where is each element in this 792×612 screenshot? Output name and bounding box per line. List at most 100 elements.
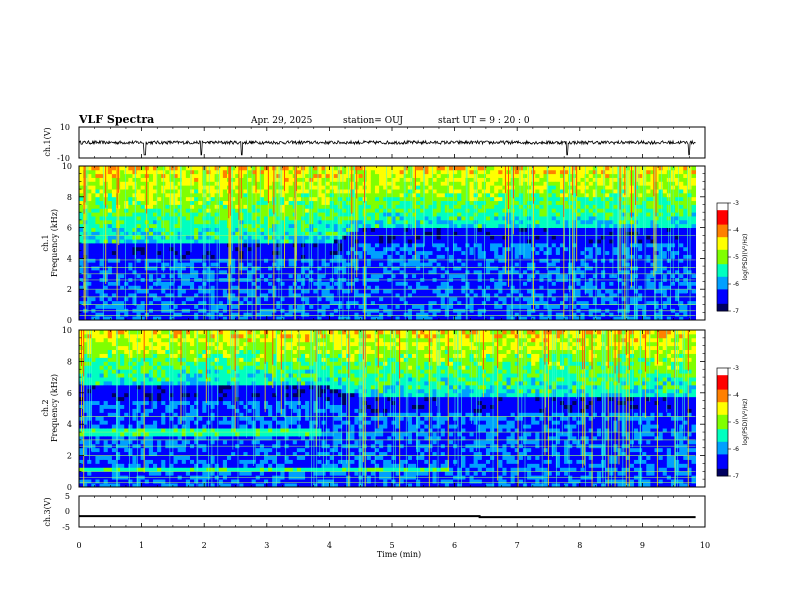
spectrogram-cell [136,227,142,232]
spectrogram-cell [358,166,364,171]
spectrogram-cell [428,173,433,178]
spectrogram-cell [235,289,240,294]
spectrogram-cell [342,227,347,232]
spectrogram-cell [198,266,203,271]
spectrogram-cell [218,239,224,244]
spectrogram-cell [148,235,154,240]
spectrogram-cell [140,258,146,263]
spectrogram-cell [222,216,228,221]
spectrogram-cell [424,185,429,190]
spectrogram-cell [391,223,396,228]
spectrogram-cell [469,312,475,317]
spectrogram-cell [555,243,561,248]
spectrogram-cell [387,173,392,178]
spectrogram-cell [440,273,446,279]
spectrogram-cell [539,312,544,317]
spectrogram-cell [288,196,294,202]
spectrogram-cell [165,216,170,221]
spectrogram-cell [424,196,429,202]
spectrogram-cell [169,243,174,248]
spectrogram-cell [218,312,224,317]
spectrogram-cell [107,246,113,252]
spectrogram-cell [157,312,162,317]
spectrogram-cell [342,266,347,271]
spectrogram-cell [535,289,540,294]
spectrogram-cell [453,219,458,225]
spectrogram-cell [198,223,203,228]
spectrogram-cell [457,173,462,178]
spectrogram-cell [165,235,170,240]
spectrogram-cell [432,254,438,259]
spectrogram-cell [457,250,462,255]
spectrogram-cell [317,266,322,271]
spectrogram-cell [136,185,142,190]
spectrogram-cell [399,169,405,175]
spectrogram-cell [325,269,331,275]
spectrogram-cell [251,304,257,309]
spectrogram-cell [136,250,142,255]
spectrogram-cell [477,196,483,202]
spectrogram-cell [514,258,520,263]
spectrogram-cell [161,304,166,309]
spectrogram-cell [95,227,100,232]
spectrogram-cell [342,235,347,240]
spectrogram-cell [255,273,261,279]
spectrogram-cell [485,304,491,309]
spectrogram-cell [387,185,392,190]
spectrogram-cell [276,269,281,275]
spectrogram-cell [469,212,475,217]
spectrogram-cell [255,223,261,228]
spectrogram-cell [370,246,376,252]
spectrogram-cell [132,200,137,205]
spectrogram-cell [555,196,561,202]
spectrogram-cell [535,281,540,286]
spectrogram-cell [494,177,499,182]
spectrogram-cell [374,208,380,213]
spectrogram-cell [284,250,290,255]
spectrogram-cell [259,200,265,205]
spectrogram-cell [436,185,442,190]
spectrogram-cell [387,281,392,286]
spectrogram-cell [128,289,133,294]
spectrogram-cell [284,212,290,217]
spectrogram-cell [535,273,540,279]
spectrogram-cell [247,243,253,248]
spectrogram-cell [374,316,380,321]
spectrogram-cell [132,273,137,279]
spectrogram-cell [555,266,561,271]
spectrogram-cell [79,250,84,255]
spectrogram-cell [473,196,479,202]
spectrogram-cell [522,196,528,202]
spectrogram-cell [333,185,339,190]
spectrogram-cell [148,192,154,198]
spectrogram-cell [568,212,573,217]
spectrogram-cell [407,239,413,244]
spectrogram-cell [181,200,187,205]
spectrogram-cell [288,269,294,275]
spectrogram-cell [251,285,257,290]
spectrogram-cell [444,185,450,190]
spectrogram-cell [477,254,483,259]
spectrogram-cell [79,246,84,252]
spectrogram-cell [469,235,475,240]
spectrogram-cell [391,262,396,267]
spectrogram-cell [502,239,507,244]
spectrogram-cell [95,216,100,221]
spectrogram-cell [198,166,203,171]
spectrogram-cell [436,243,442,248]
spectrogram-cell [481,177,487,182]
spectrogram-cell [87,285,92,290]
spectrogram-cell [255,231,261,236]
spectrogram-cell [235,223,240,228]
spectrogram-cell [551,192,557,198]
spectrogram-cell [165,289,170,294]
spectrogram-cell [403,250,409,255]
spectrogram-cell [140,227,146,232]
spectrogram-cell [379,293,384,298]
spectrogram-cell [399,250,405,255]
spectrogram-cell [87,250,92,255]
spectrogram-cell [428,254,433,259]
spectrogram-cell [268,239,273,244]
spectrogram-cell [284,177,290,182]
spectrogram-cell [313,254,318,259]
